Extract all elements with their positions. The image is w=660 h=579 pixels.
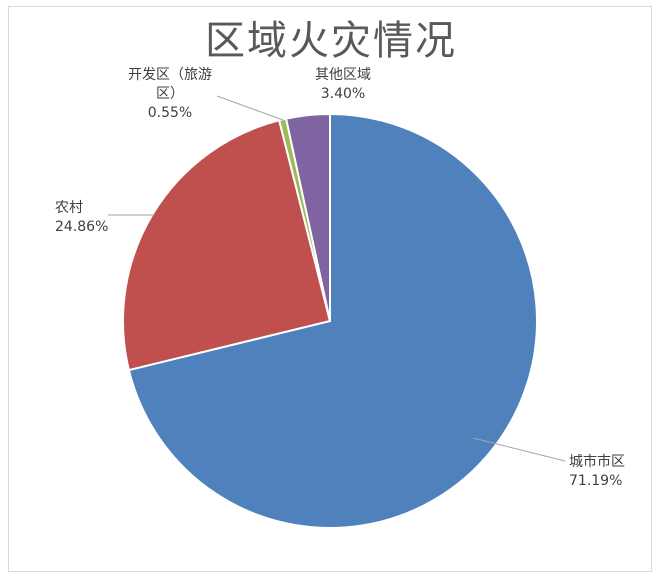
- leader-line-0: [472, 437, 566, 462]
- pie-slices: [122, 112, 538, 529]
- slice-value-0: 71.19%: [569, 473, 622, 489]
- slice-value-3: 3.40%: [321, 86, 365, 102]
- pie-slice-0: [127, 112, 538, 529]
- slice-label-1: 农村: [55, 200, 83, 216]
- pie-slice-3: [284, 112, 331, 322]
- leader-lines: [108, 95, 566, 462]
- slice-value-2: 0.55%: [148, 105, 192, 121]
- pie-slice-1: [122, 119, 332, 372]
- chart-title: 区域火灾情况: [205, 18, 457, 64]
- slice-label-3: 其他区域: [315, 67, 371, 83]
- leader-line-2: [216, 95, 284, 121]
- slice-label-0: 城市市区: [569, 453, 625, 470]
- slice-label-2: 开发区（旅游: [128, 67, 212, 83]
- slice-label-2: 区）: [156, 86, 184, 102]
- data-labels: 城市市区 71.19% 农村 24.86% 开发区（旅游区） 0.55% 其他区域 3.40%: [55, 67, 625, 489]
- slice-value-1: 24.86%: [55, 219, 108, 235]
